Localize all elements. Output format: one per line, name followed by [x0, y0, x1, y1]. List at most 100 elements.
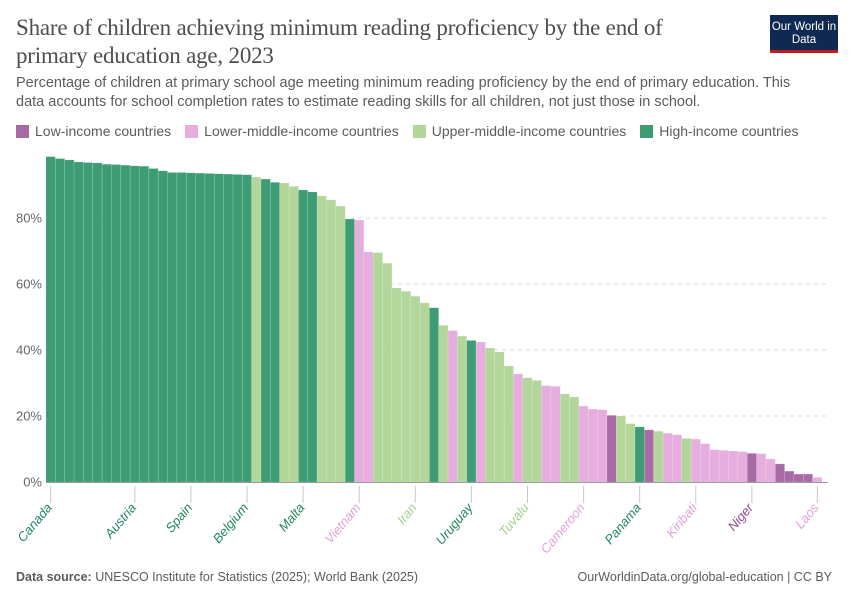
bar[interactable]: [73, 161, 84, 483]
bar[interactable]: [429, 307, 439, 483]
bar[interactable]: [382, 262, 393, 483]
legend-item-upper-middle-income[interactable]: Upper-middle-income countries: [412, 123, 627, 139]
bar[interactable]: [503, 365, 514, 483]
bar[interactable]: [279, 182, 290, 483]
owid-logo[interactable]: Our World in Data: [770, 15, 838, 53]
bar[interactable]: [718, 450, 729, 483]
bar[interactable]: [372, 252, 383, 483]
bar[interactable]: [466, 340, 477, 483]
x-tick-label: Uruguay: [433, 499, 477, 547]
bar[interactable]: [662, 432, 673, 483]
bar[interactable]: [204, 173, 215, 483]
x-tick-label: Iran: [394, 500, 420, 527]
bar[interactable]: [148, 168, 159, 483]
bar[interactable]: [728, 450, 739, 483]
bar[interactable]: [260, 178, 271, 483]
bar[interactable]: [531, 380, 542, 483]
bar[interactable]: [793, 473, 804, 483]
bar[interactable]: [242, 174, 252, 483]
bar[interactable]: [746, 452, 757, 483]
bar[interactable]: [176, 172, 187, 483]
bar[interactable]: [513, 373, 524, 483]
bar[interactable]: [784, 470, 795, 483]
bar[interactable]: [541, 385, 552, 483]
bar[interactable]: [270, 182, 281, 483]
bar[interactable]: [410, 295, 421, 483]
legend-item-high-income[interactable]: High-income countries: [640, 123, 799, 139]
bar[interactable]: [92, 162, 103, 483]
bar[interactable]: [709, 449, 720, 483]
bar[interactable]: [494, 351, 505, 483]
bar[interactable]: [756, 453, 767, 483]
bar[interactable]: [120, 164, 131, 483]
bar[interactable]: [223, 173, 234, 483]
y-tick-label: 20%: [16, 409, 42, 424]
bar[interactable]: [354, 219, 365, 483]
bar[interactable]: [644, 429, 655, 483]
legend-swatch: [640, 124, 654, 138]
bar[interactable]: [457, 335, 468, 483]
bar[interactable]: [625, 423, 636, 483]
bar[interactable]: [363, 251, 374, 483]
bar[interactable]: [765, 458, 776, 483]
bar[interactable]: [616, 415, 626, 483]
bar[interactable]: [307, 191, 318, 483]
bar[interactable]: [803, 473, 813, 483]
x-tick-label: Canada: [14, 500, 55, 545]
bar[interactable]: [195, 172, 206, 483]
x-tick-label: Malta: [275, 500, 307, 534]
bar[interactable]: [737, 451, 748, 483]
bar[interactable]: [606, 415, 617, 483]
bar[interactable]: [559, 393, 570, 483]
bar[interactable]: [139, 165, 150, 483]
bar[interactable]: [485, 347, 496, 483]
x-tick-label: Laos: [792, 500, 822, 532]
bar[interactable]: [391, 287, 402, 483]
bar[interactable]: [447, 330, 458, 483]
bar[interactable]: [232, 174, 243, 483]
legend-item-low-income[interactable]: Low-income countries: [16, 123, 171, 139]
bar[interactable]: [438, 324, 449, 483]
bar[interactable]: [690, 438, 701, 483]
bar[interactable]: [522, 377, 533, 483]
footer-url[interactable]: OurWorldinData.org/global-education | CC…: [577, 570, 832, 584]
bar[interactable]: [550, 385, 561, 483]
bar[interactable]: [344, 218, 355, 483]
bar[interactable]: [316, 195, 327, 483]
bar[interactable]: [185, 172, 196, 483]
legend-item-lower-middle-income[interactable]: Lower-middle-income countries: [185, 123, 399, 139]
bar[interactable]: [587, 408, 598, 483]
bar[interactable]: [298, 189, 309, 483]
bar[interactable]: [129, 165, 140, 483]
bar[interactable]: [157, 170, 168, 483]
bar[interactable]: [569, 396, 580, 483]
bar[interactable]: [812, 477, 823, 483]
bar[interactable]: [578, 405, 589, 483]
bar[interactable]: [475, 341, 486, 483]
bar[interactable]: [419, 302, 430, 483]
legend-label: Low-income countries: [35, 123, 172, 139]
bar[interactable]: [672, 434, 683, 483]
bar[interactable]: [326, 199, 337, 483]
bar[interactable]: [213, 173, 224, 483]
bar[interactable]: [64, 159, 75, 483]
bar[interactable]: [83, 162, 94, 483]
bar[interactable]: [335, 205, 346, 483]
bar[interactable]: [597, 409, 608, 483]
bar[interactable]: [55, 158, 65, 483]
bar[interactable]: [101, 163, 112, 483]
bar[interactable]: [167, 172, 178, 483]
bar[interactable]: [653, 430, 664, 483]
bar[interactable]: [45, 156, 56, 483]
bar[interactable]: [251, 176, 262, 483]
bar[interactable]: [634, 426, 645, 483]
legend-label: Upper-middle-income countries: [431, 123, 627, 139]
bar[interactable]: [400, 290, 411, 483]
x-tick-label: Tuvalu: [496, 500, 532, 539]
bar[interactable]: [681, 438, 692, 483]
y-tick-label: 0%: [23, 475, 42, 490]
bar[interactable]: [111, 164, 122, 483]
bar[interactable]: [774, 463, 785, 483]
bar[interactable]: [700, 443, 711, 483]
bar[interactable]: [288, 186, 299, 483]
